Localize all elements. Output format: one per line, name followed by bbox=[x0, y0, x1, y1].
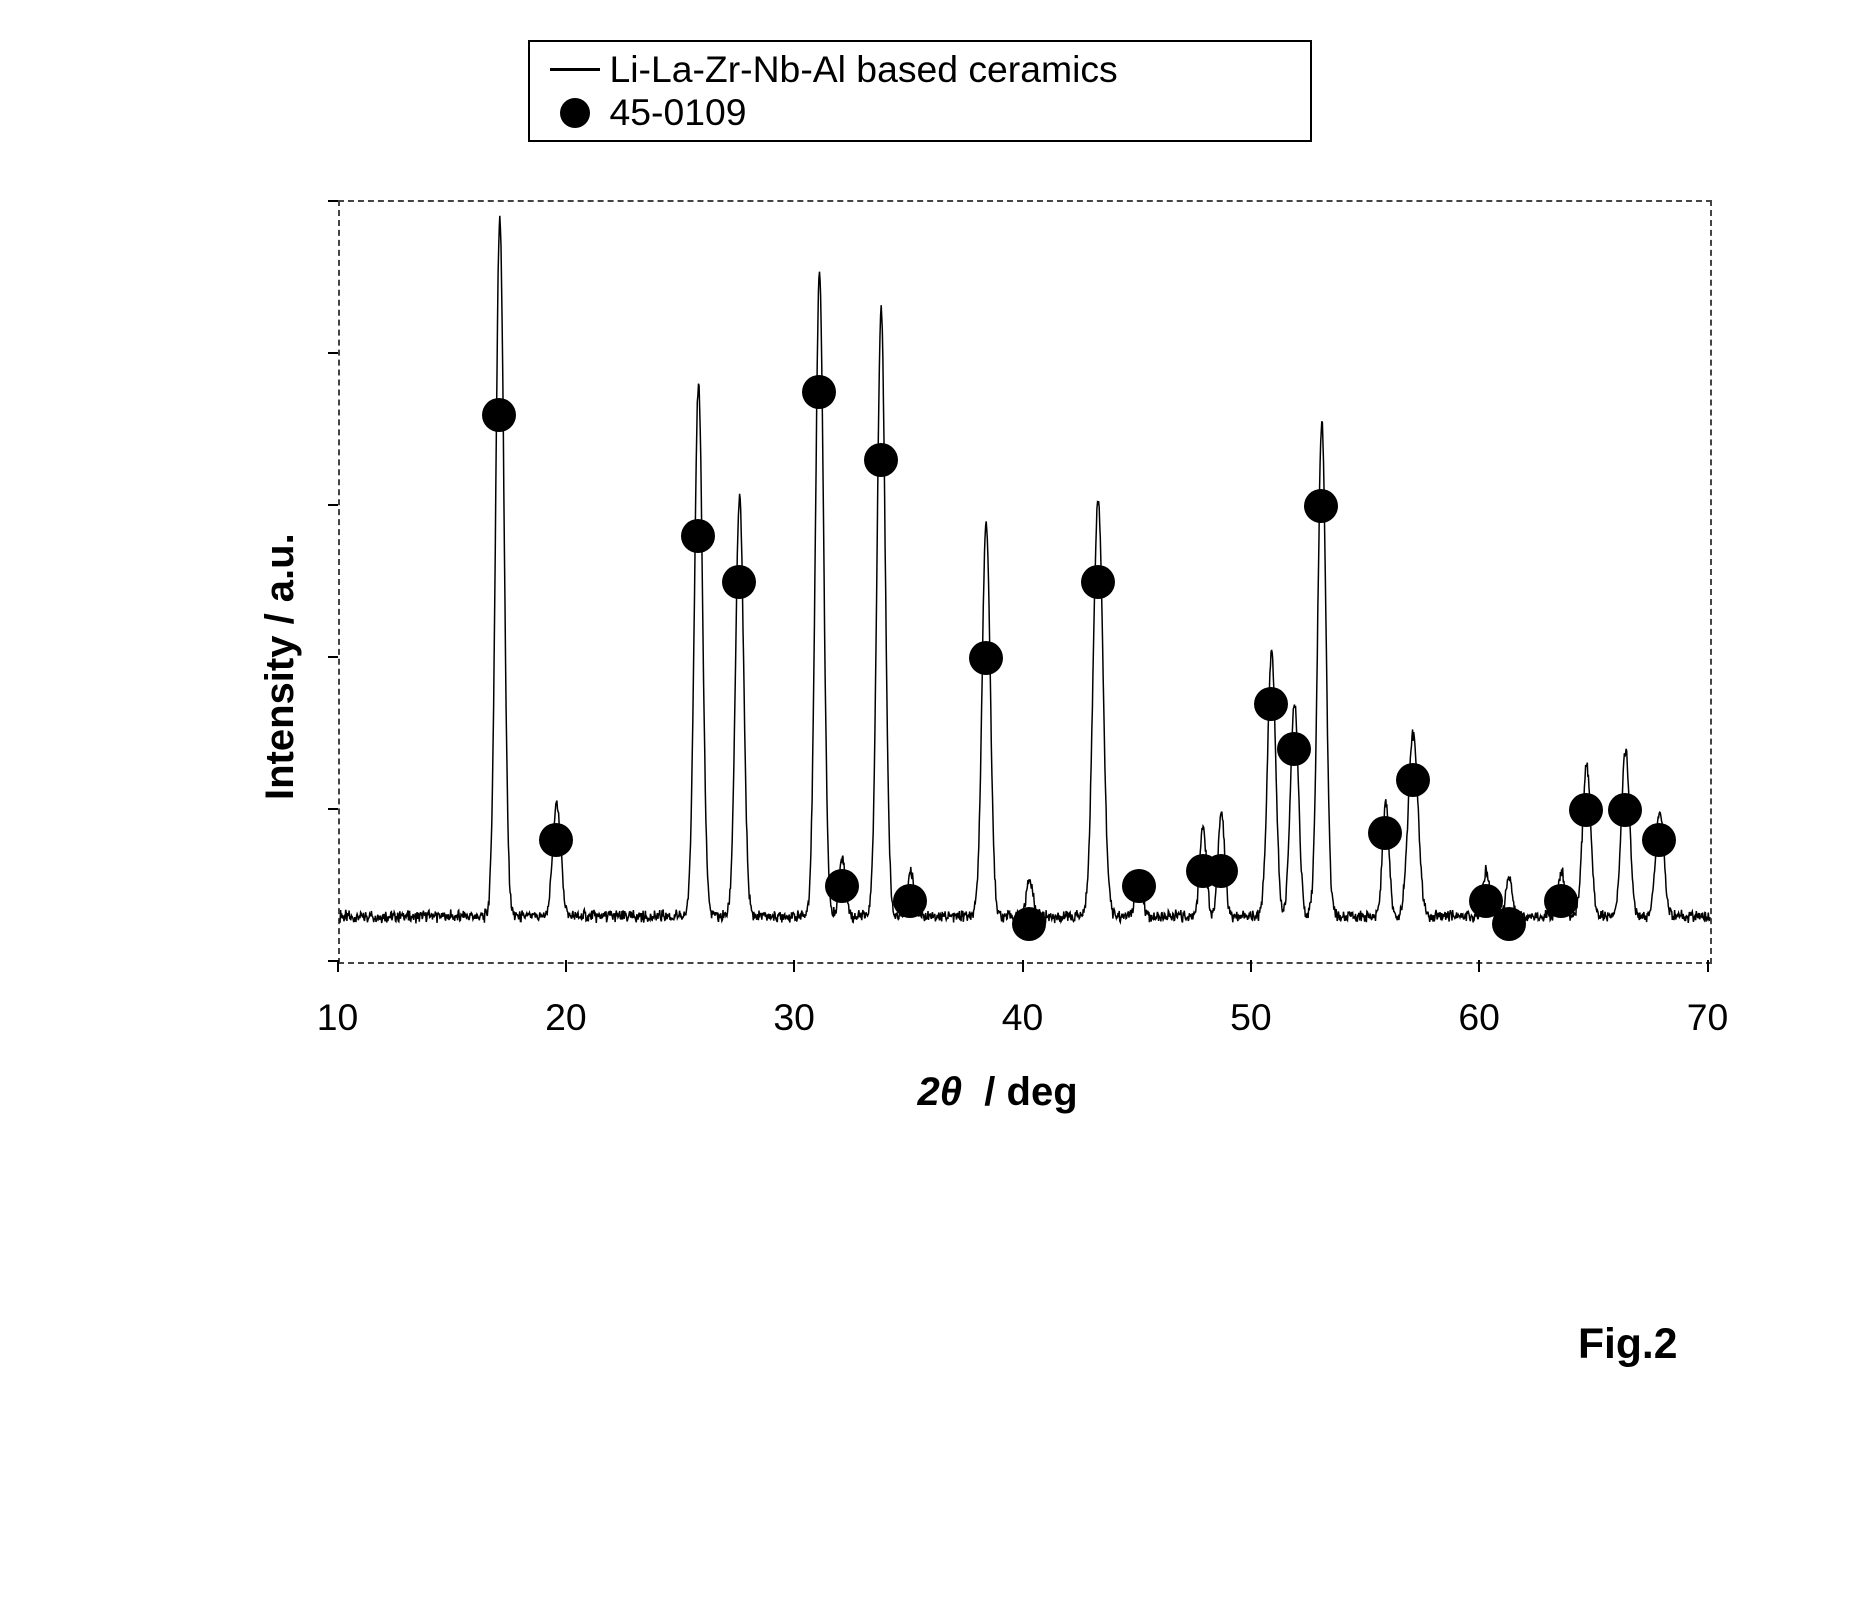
x-tick-mark bbox=[565, 960, 567, 972]
x-axis-label: 2θ / deg bbox=[918, 1070, 1078, 1115]
x-tick-mark bbox=[1022, 960, 1024, 972]
x-tick-mark bbox=[1707, 960, 1709, 972]
x-tick-label: 50 bbox=[1230, 996, 1272, 1039]
reference-peak-marker bbox=[681, 519, 715, 553]
reference-peak-marker bbox=[1122, 869, 1156, 903]
reference-peak-marker bbox=[1368, 816, 1402, 850]
reference-peak-marker bbox=[1254, 687, 1288, 721]
reference-peak-marker bbox=[825, 869, 859, 903]
reference-peak-marker bbox=[1608, 793, 1642, 827]
reference-peak-marker bbox=[1642, 823, 1676, 857]
reference-peak-marker bbox=[893, 884, 927, 918]
x-tick-mark bbox=[793, 960, 795, 972]
x-tick-label: 40 bbox=[1002, 996, 1044, 1039]
reference-peak-marker bbox=[1081, 565, 1115, 599]
figure-wrap: Li-La-Zr-Nb-Al based ceramics 45-0109 In… bbox=[138, 40, 1738, 1240]
y-tick-mark bbox=[328, 200, 338, 202]
chart-container: Intensity / a.u. 10 20 30 40 50 60 70 2θ / deg… bbox=[138, 40, 1738, 1240]
reference-peak-marker bbox=[1544, 884, 1578, 918]
y-tick-mark bbox=[328, 960, 338, 962]
plot-area bbox=[338, 200, 1712, 964]
reference-peak-marker bbox=[539, 823, 573, 857]
y-axis-label: Intensity / a.u. bbox=[258, 533, 303, 800]
y-tick-mark bbox=[328, 504, 338, 506]
reference-peak-marker bbox=[1569, 793, 1603, 827]
x-tick-mark bbox=[1250, 960, 1252, 972]
xrd-trace bbox=[340, 216, 1710, 924]
reference-peak-marker bbox=[1204, 854, 1238, 888]
reference-peak-marker bbox=[1396, 763, 1430, 797]
reference-peak-marker bbox=[722, 565, 756, 599]
x-tick-label: 30 bbox=[773, 996, 815, 1039]
reference-peak-marker bbox=[1277, 732, 1311, 766]
reference-peak-marker bbox=[969, 641, 1003, 675]
x-tick-mark bbox=[1478, 960, 1480, 972]
x-axis-label-symbol: 2θ bbox=[918, 1070, 963, 1114]
reference-peak-marker bbox=[482, 398, 516, 432]
reference-peak-marker bbox=[864, 443, 898, 477]
x-tick-label: 60 bbox=[1458, 996, 1500, 1039]
reference-peak-marker bbox=[1492, 907, 1526, 941]
x-tick-label: 20 bbox=[545, 996, 587, 1039]
y-tick-mark bbox=[328, 808, 338, 810]
y-tick-mark bbox=[328, 352, 338, 354]
x-tick-label: 70 bbox=[1687, 996, 1729, 1039]
reference-peak-marker bbox=[1012, 907, 1046, 941]
x-tick-label: 10 bbox=[317, 996, 359, 1039]
reference-peak-marker bbox=[1304, 489, 1338, 523]
reference-peak-marker bbox=[802, 375, 836, 409]
y-tick-mark bbox=[328, 656, 338, 658]
x-axis-label-unit: / deg bbox=[973, 1070, 1077, 1114]
figure-label: Fig.2 bbox=[1578, 1320, 1678, 1369]
